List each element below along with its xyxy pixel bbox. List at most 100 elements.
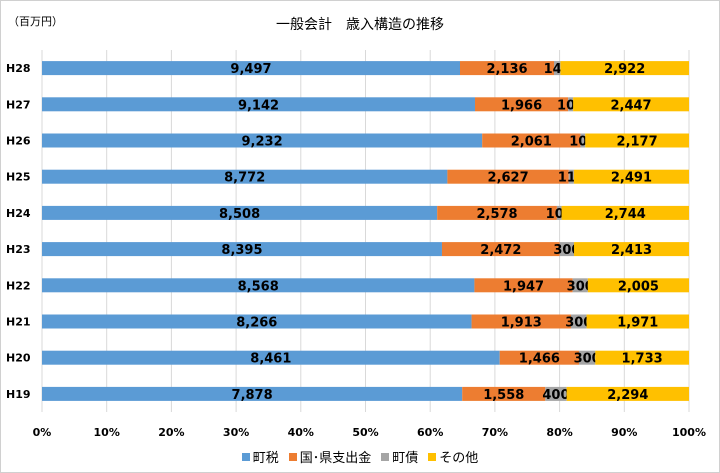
- data-label: 2,922: [604, 62, 645, 77]
- x-tick-label: 60%: [417, 426, 443, 439]
- legend-label: 町税: [252, 451, 279, 466]
- data-label: 2,447: [610, 98, 651, 113]
- x-tick-label: 100%: [672, 426, 706, 439]
- data-label: 1,947: [503, 279, 544, 294]
- bar-segment: [568, 97, 574, 112]
- data-label: 1,913: [501, 316, 542, 331]
- data-label: 8,568: [238, 279, 279, 294]
- bar-segment: [42, 205, 438, 220]
- category-label: H24: [6, 207, 31, 220]
- bar-segment: [42, 61, 460, 76]
- data-label: 1,558: [483, 388, 524, 403]
- x-tick-label: 80%: [546, 426, 572, 439]
- legend-item: その他: [428, 447, 478, 466]
- bar-segment: [42, 169, 448, 184]
- x-tick-label: 70%: [482, 426, 508, 439]
- data-label: 7,878: [232, 388, 273, 403]
- bar-segment: [42, 97, 476, 112]
- bar-segment: [573, 169, 689, 184]
- data-label: 1,733: [622, 352, 663, 367]
- bar-segment: [570, 314, 587, 329]
- data-label: 9,232: [242, 135, 283, 150]
- data-label: 300: [567, 279, 594, 294]
- x-tick-label: 0%: [33, 426, 52, 439]
- data-label: 2,177: [617, 135, 658, 150]
- legend-label: 町債: [392, 451, 419, 466]
- data-label: 1,466: [519, 352, 560, 367]
- legend-item: 国･県支出金: [288, 447, 371, 466]
- data-label: 2,413: [611, 243, 652, 258]
- legend-swatch: [381, 452, 390, 461]
- bar-segment: [556, 205, 562, 220]
- bar-segment: [566, 386, 689, 401]
- bar-segment: [561, 205, 689, 220]
- data-label: 300: [553, 243, 580, 258]
- data-label: 400: [542, 388, 569, 403]
- legend-item: 町債: [381, 447, 418, 466]
- bar-segment: [586, 314, 689, 329]
- unit-label: （百万円）: [8, 15, 63, 28]
- bar-segment: [42, 133, 483, 148]
- data-label: 8,395: [221, 243, 262, 258]
- bar-segment: [42, 278, 475, 293]
- bar-segment: [587, 278, 689, 293]
- bar-segment: [595, 350, 689, 365]
- data-label: 2,136: [486, 62, 527, 77]
- category-label: H19: [6, 388, 31, 401]
- legend-item: 町税: [241, 447, 279, 466]
- bar-segment: [579, 350, 596, 365]
- bar-segment: [574, 242, 689, 257]
- data-label: 9,142: [238, 98, 279, 113]
- data-label: 2,061: [511, 135, 552, 150]
- data-label: 2,627: [488, 171, 529, 186]
- data-label: 2,472: [480, 243, 521, 258]
- x-tick-label: 50%: [352, 426, 378, 439]
- legend-label: その他: [439, 451, 479, 466]
- category-label: H22: [6, 279, 31, 292]
- bar-segment: [482, 133, 581, 148]
- legend-swatch: [428, 452, 437, 461]
- chart-title: 一般会計 歳入構造の推移: [276, 17, 444, 33]
- bar-segment: [471, 314, 571, 329]
- category-label: H23: [6, 243, 31, 256]
- bar-segment: [560, 61, 689, 76]
- category-label: H28: [6, 62, 31, 75]
- bar-segment: [441, 242, 560, 257]
- data-label: 8,772: [224, 171, 265, 186]
- bar-segment: [42, 386, 463, 401]
- data-label: 300: [565, 316, 592, 331]
- data-label: 9,497: [230, 62, 271, 77]
- category-label: H26: [6, 135, 31, 148]
- data-label: 2,491: [611, 171, 652, 186]
- data-label: 8,508: [219, 207, 260, 222]
- category-label: H21: [6, 316, 31, 329]
- legend-swatch: [288, 452, 297, 461]
- x-tick-label: 90%: [611, 426, 637, 439]
- bar-segment: [475, 97, 569, 112]
- data-label: 2,744: [605, 207, 646, 222]
- legend: 町税 国･県支出金 町債 その他: [0, 447, 720, 466]
- bar-segment: [545, 386, 567, 401]
- bar-segment: [580, 133, 586, 148]
- data-label: 2,578: [476, 207, 517, 222]
- data-label: 300: [574, 352, 601, 367]
- bar-segment: [573, 97, 689, 112]
- category-label: H20: [6, 352, 31, 365]
- x-tick-label: 40%: [288, 426, 314, 439]
- bar-segment: [447, 169, 569, 184]
- bar-segment: [437, 205, 557, 220]
- x-tick-label: 30%: [223, 426, 249, 439]
- bar-segment: [572, 278, 588, 293]
- bar-segment: [568, 169, 574, 184]
- data-label: 2,005: [618, 279, 659, 294]
- bar-segment: [585, 133, 689, 148]
- category-label: H25: [6, 171, 31, 184]
- data-label: 2,294: [607, 388, 648, 403]
- bar-segment: [42, 350, 500, 365]
- category-label: H27: [6, 98, 31, 111]
- data-label: 1,971: [617, 316, 658, 331]
- data-label: 8,461: [250, 352, 291, 367]
- bar-segment: [474, 278, 573, 293]
- bar-segment: [459, 61, 555, 76]
